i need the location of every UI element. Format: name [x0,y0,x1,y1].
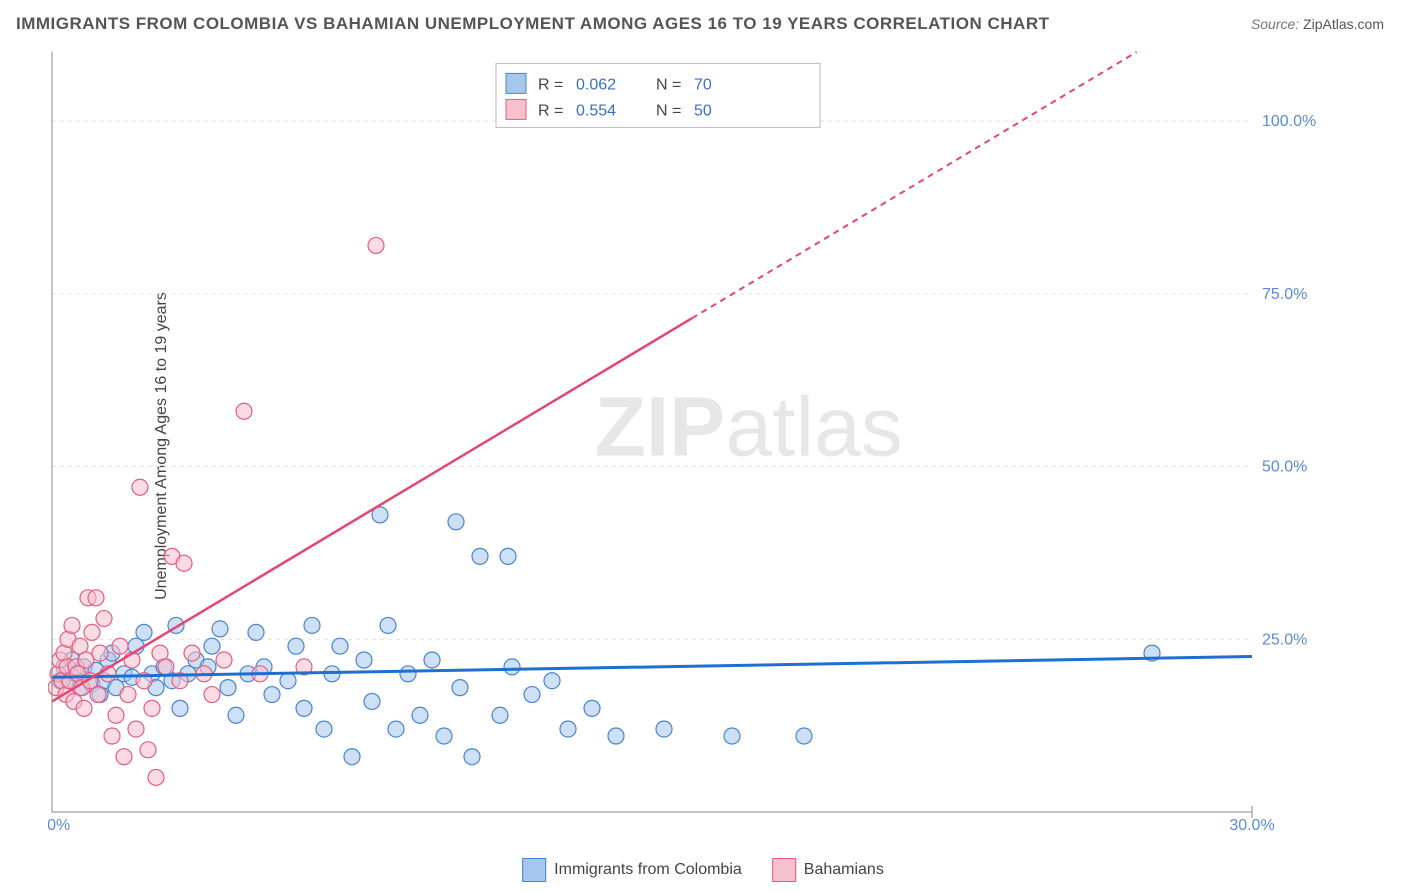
data-point [104,728,120,744]
trend-line [52,318,692,701]
data-point [76,700,92,716]
data-point [90,687,106,703]
data-point [84,624,100,640]
legend-swatch [772,858,796,882]
data-point [356,652,372,668]
data-point [212,621,228,637]
data-point [424,652,440,668]
data-point [96,611,112,627]
legend-n-value: 70 [694,76,712,93]
x-tick-label: 30.0% [1229,817,1274,832]
legend-item: Immigrants from Colombia [522,858,742,882]
data-point [464,749,480,765]
data-point [220,680,236,696]
data-point [492,707,508,723]
bottom-legend: Immigrants from Colombia Bahamians [522,858,884,882]
data-point [296,700,312,716]
data-point [500,548,516,564]
y-tick-label: 50.0% [1262,459,1307,476]
data-point [436,728,452,744]
data-point [656,721,672,737]
data-point [364,693,380,709]
source-citation: Source: ZipAtlas.com [1251,16,1384,32]
scatter-plot: 25.0% 50.0% 75.0% 100.0% ZIPatlas 0.0% 30.0% R … [48,48,1322,832]
data-point [332,638,348,654]
data-point [248,624,264,640]
y-tick-label: 100.0% [1262,113,1316,130]
data-point [228,707,244,723]
data-point [144,700,160,716]
data-point [412,707,428,723]
legend-n-label: N = [656,102,681,119]
data-point [158,659,174,675]
x-tick-label: 0.0% [48,817,70,832]
data-point [184,645,200,661]
data-point [280,673,296,689]
legend-item: Bahamians [772,858,884,882]
data-point [304,617,320,633]
source-value: ZipAtlas.com [1303,16,1384,32]
legend-n-label: N = [656,76,681,93]
legend-label: Immigrants from Colombia [554,861,742,878]
chart-title: IMMIGRANTS FROM COLOMBIA VS BAHAMIAN UNE… [16,14,1049,34]
data-point [172,700,188,716]
legend-swatch [506,99,526,119]
data-point [120,687,136,703]
watermark: ZIPatlas [595,380,903,474]
data-point [388,721,404,737]
legend-r-value: 0.062 [576,76,616,93]
data-point [204,687,220,703]
data-point [584,700,600,716]
y-tick-label: 75.0% [1262,286,1307,303]
data-point [216,652,232,668]
data-point [560,721,576,737]
data-point [504,659,520,675]
source-label: Source: [1251,16,1299,32]
data-point [472,548,488,564]
data-point [236,403,252,419]
legend-r-label: R = [538,76,563,93]
data-point [288,638,304,654]
data-point [204,638,220,654]
data-point [448,514,464,530]
data-point [176,555,192,571]
data-point [344,749,360,765]
data-point [112,638,128,654]
data-point [264,687,280,703]
data-point [796,728,812,744]
y-tick-label: 25.0% [1262,631,1307,648]
data-point [136,624,152,640]
data-point [368,237,384,253]
plot-svg: 25.0% 50.0% 75.0% 100.0% ZIPatlas 0.0% 30.0% R … [48,48,1322,832]
data-point [92,645,108,661]
data-point [380,617,396,633]
data-point [140,742,156,758]
data-point [88,590,104,606]
legend-swatch [506,73,526,93]
data-point [608,728,624,744]
data-point [148,769,164,785]
data-point [64,617,80,633]
data-point [452,680,468,696]
legend-r-value: 0.554 [576,102,616,119]
data-point [544,673,560,689]
legend-swatch [522,858,546,882]
data-point [108,707,124,723]
legend-label: Bahamians [804,861,884,878]
data-point [316,721,332,737]
data-point [400,666,416,682]
data-point [724,728,740,744]
data-point [116,749,132,765]
data-point [128,721,144,737]
data-point [524,687,540,703]
legend-n-value: 50 [694,102,712,119]
legend-r-label: R = [538,102,563,119]
data-point [132,479,148,495]
